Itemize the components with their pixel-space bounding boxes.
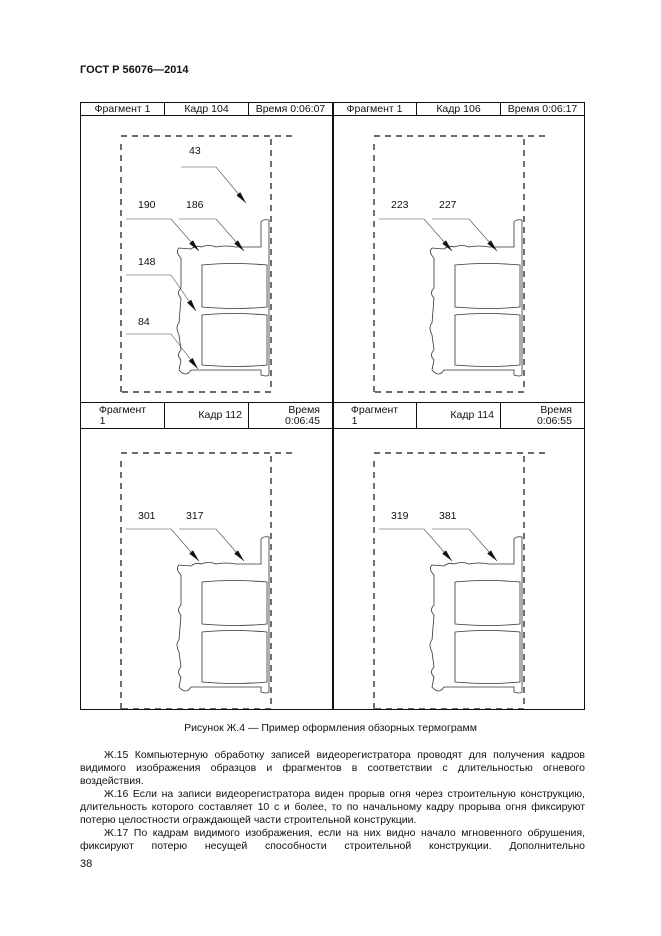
paragraph-zh16: Ж.16 Если на записи видеорегистратора ви…: [80, 788, 585, 826]
temperature-label: 223: [391, 199, 409, 211]
time-cell: Время 0:06:07: [249, 103, 333, 116]
time-value: 0:06:45: [284, 414, 320, 427]
profile-cell: [454, 313, 521, 367]
section-profile-drawing: [373, 452, 547, 709]
thermogram-figure-table: Фрагмент 1 Кадр 104 Время 0:06:07 Фрагме…: [80, 102, 585, 710]
profile-cell: [454, 263, 521, 309]
thermogram-panel: 319 381: [373, 452, 547, 709]
thermogram-panel: 43 190 186 148 84: [120, 135, 294, 393]
thermogram-panel: 301 317: [120, 452, 294, 709]
leader-line: [126, 528, 200, 562]
temperature-label: 227: [439, 199, 457, 211]
arrow-head-icon: [442, 550, 452, 561]
temperature-label: 301: [138, 510, 156, 522]
leader-line: [126, 218, 200, 252]
paragraph-zh17: Ж.17 По кадрам видимого изображения, есл…: [80, 827, 585, 852]
arrow-head-icon: [442, 240, 452, 251]
leader-line: [179, 528, 245, 562]
profile-cell: [201, 263, 268, 309]
time-cell: Время 0:06:17: [501, 103, 584, 116]
arrow-head-icon: [189, 550, 199, 561]
leader-line: [126, 274, 197, 312]
figure-caption: Рисунок Ж.4 — Пример оформления обзорных…: [184, 722, 477, 734]
section-profile-drawing: [120, 135, 294, 393]
arrow-head-icon: [236, 192, 246, 203]
temperature-label: 381: [439, 510, 457, 522]
temperature-label: 319: [391, 510, 409, 522]
profile-outline: [176, 536, 270, 694]
profile-cell: [201, 630, 268, 684]
time-label: Время: [288, 403, 320, 416]
specimen-boundary-dashed: [120, 135, 294, 393]
time-value: 0:06:55: [536, 414, 572, 427]
paragraph-zh15: Ж.15 Компьютерную обработку записей виде…: [80, 749, 585, 787]
arrow-head-icon: [234, 240, 244, 251]
page-number: 38: [80, 858, 93, 870]
profile-cell: [201, 580, 268, 626]
fragment-number: 1: [351, 414, 358, 427]
frame-cell: Кадр 106: [417, 103, 501, 116]
leader-line: [126, 333, 199, 370]
fragment-number: 1: [99, 414, 106, 427]
document-header: ГОСТ Р 56076—2014: [80, 64, 189, 76]
temperature-label: 190: [138, 199, 156, 211]
profile-cell: [454, 580, 521, 626]
arrow-head-icon: [188, 357, 198, 369]
temperature-label: 148: [138, 256, 156, 268]
section-profile-drawing: [120, 452, 294, 709]
temperature-label: 43: [189, 145, 201, 157]
leader-line: [379, 528, 453, 562]
thermogram-panel: 223 227: [373, 135, 547, 393]
leader-line: [179, 218, 245, 252]
specimen-boundary-dashed: [373, 135, 547, 393]
fragment-cell: Фрагмент 1: [81, 402, 165, 429]
temperature-label: 317: [186, 510, 204, 522]
leader-line: [379, 218, 453, 252]
specimen-boundary-dashed: [120, 452, 294, 709]
fragment-cell: Фрагмент 1: [81, 103, 165, 116]
time-label: Время: [540, 403, 572, 416]
profile-outline: [176, 219, 270, 377]
section-profile-drawing: [373, 135, 547, 393]
fragment-label: Фрагмент: [350, 403, 399, 416]
temperature-label: 186: [186, 199, 204, 211]
arrow-head-icon: [487, 550, 497, 561]
profile-cell: [454, 630, 521, 684]
arrow-head-icon: [234, 550, 244, 561]
fragment-cell: Фрагмент 1: [333, 402, 417, 429]
specimen-boundary-dashed: [373, 452, 547, 709]
leader-line: [181, 166, 247, 204]
arrow-head-icon: [189, 240, 199, 251]
frame-cell: Кадр 112: [165, 402, 249, 429]
frame-cell: Кадр 104: [165, 103, 249, 116]
leader-line: [432, 528, 498, 562]
time-cell: Время 0:06:45: [249, 402, 333, 429]
arrow-head-icon: [487, 240, 497, 251]
arrow-head-icon: [187, 299, 196, 311]
fragment-cell: Фрагмент 1: [333, 103, 417, 116]
leader-line: [432, 218, 498, 252]
fragment-label: Фрагмент: [98, 403, 147, 416]
frame-cell: Кадр 114: [417, 402, 501, 429]
time-cell: Время 0:06:55: [501, 402, 584, 429]
profile-cell: [201, 313, 268, 367]
profile-outline: [429, 219, 523, 377]
temperature-label: 84: [138, 316, 150, 328]
profile-outline: [429, 536, 523, 694]
